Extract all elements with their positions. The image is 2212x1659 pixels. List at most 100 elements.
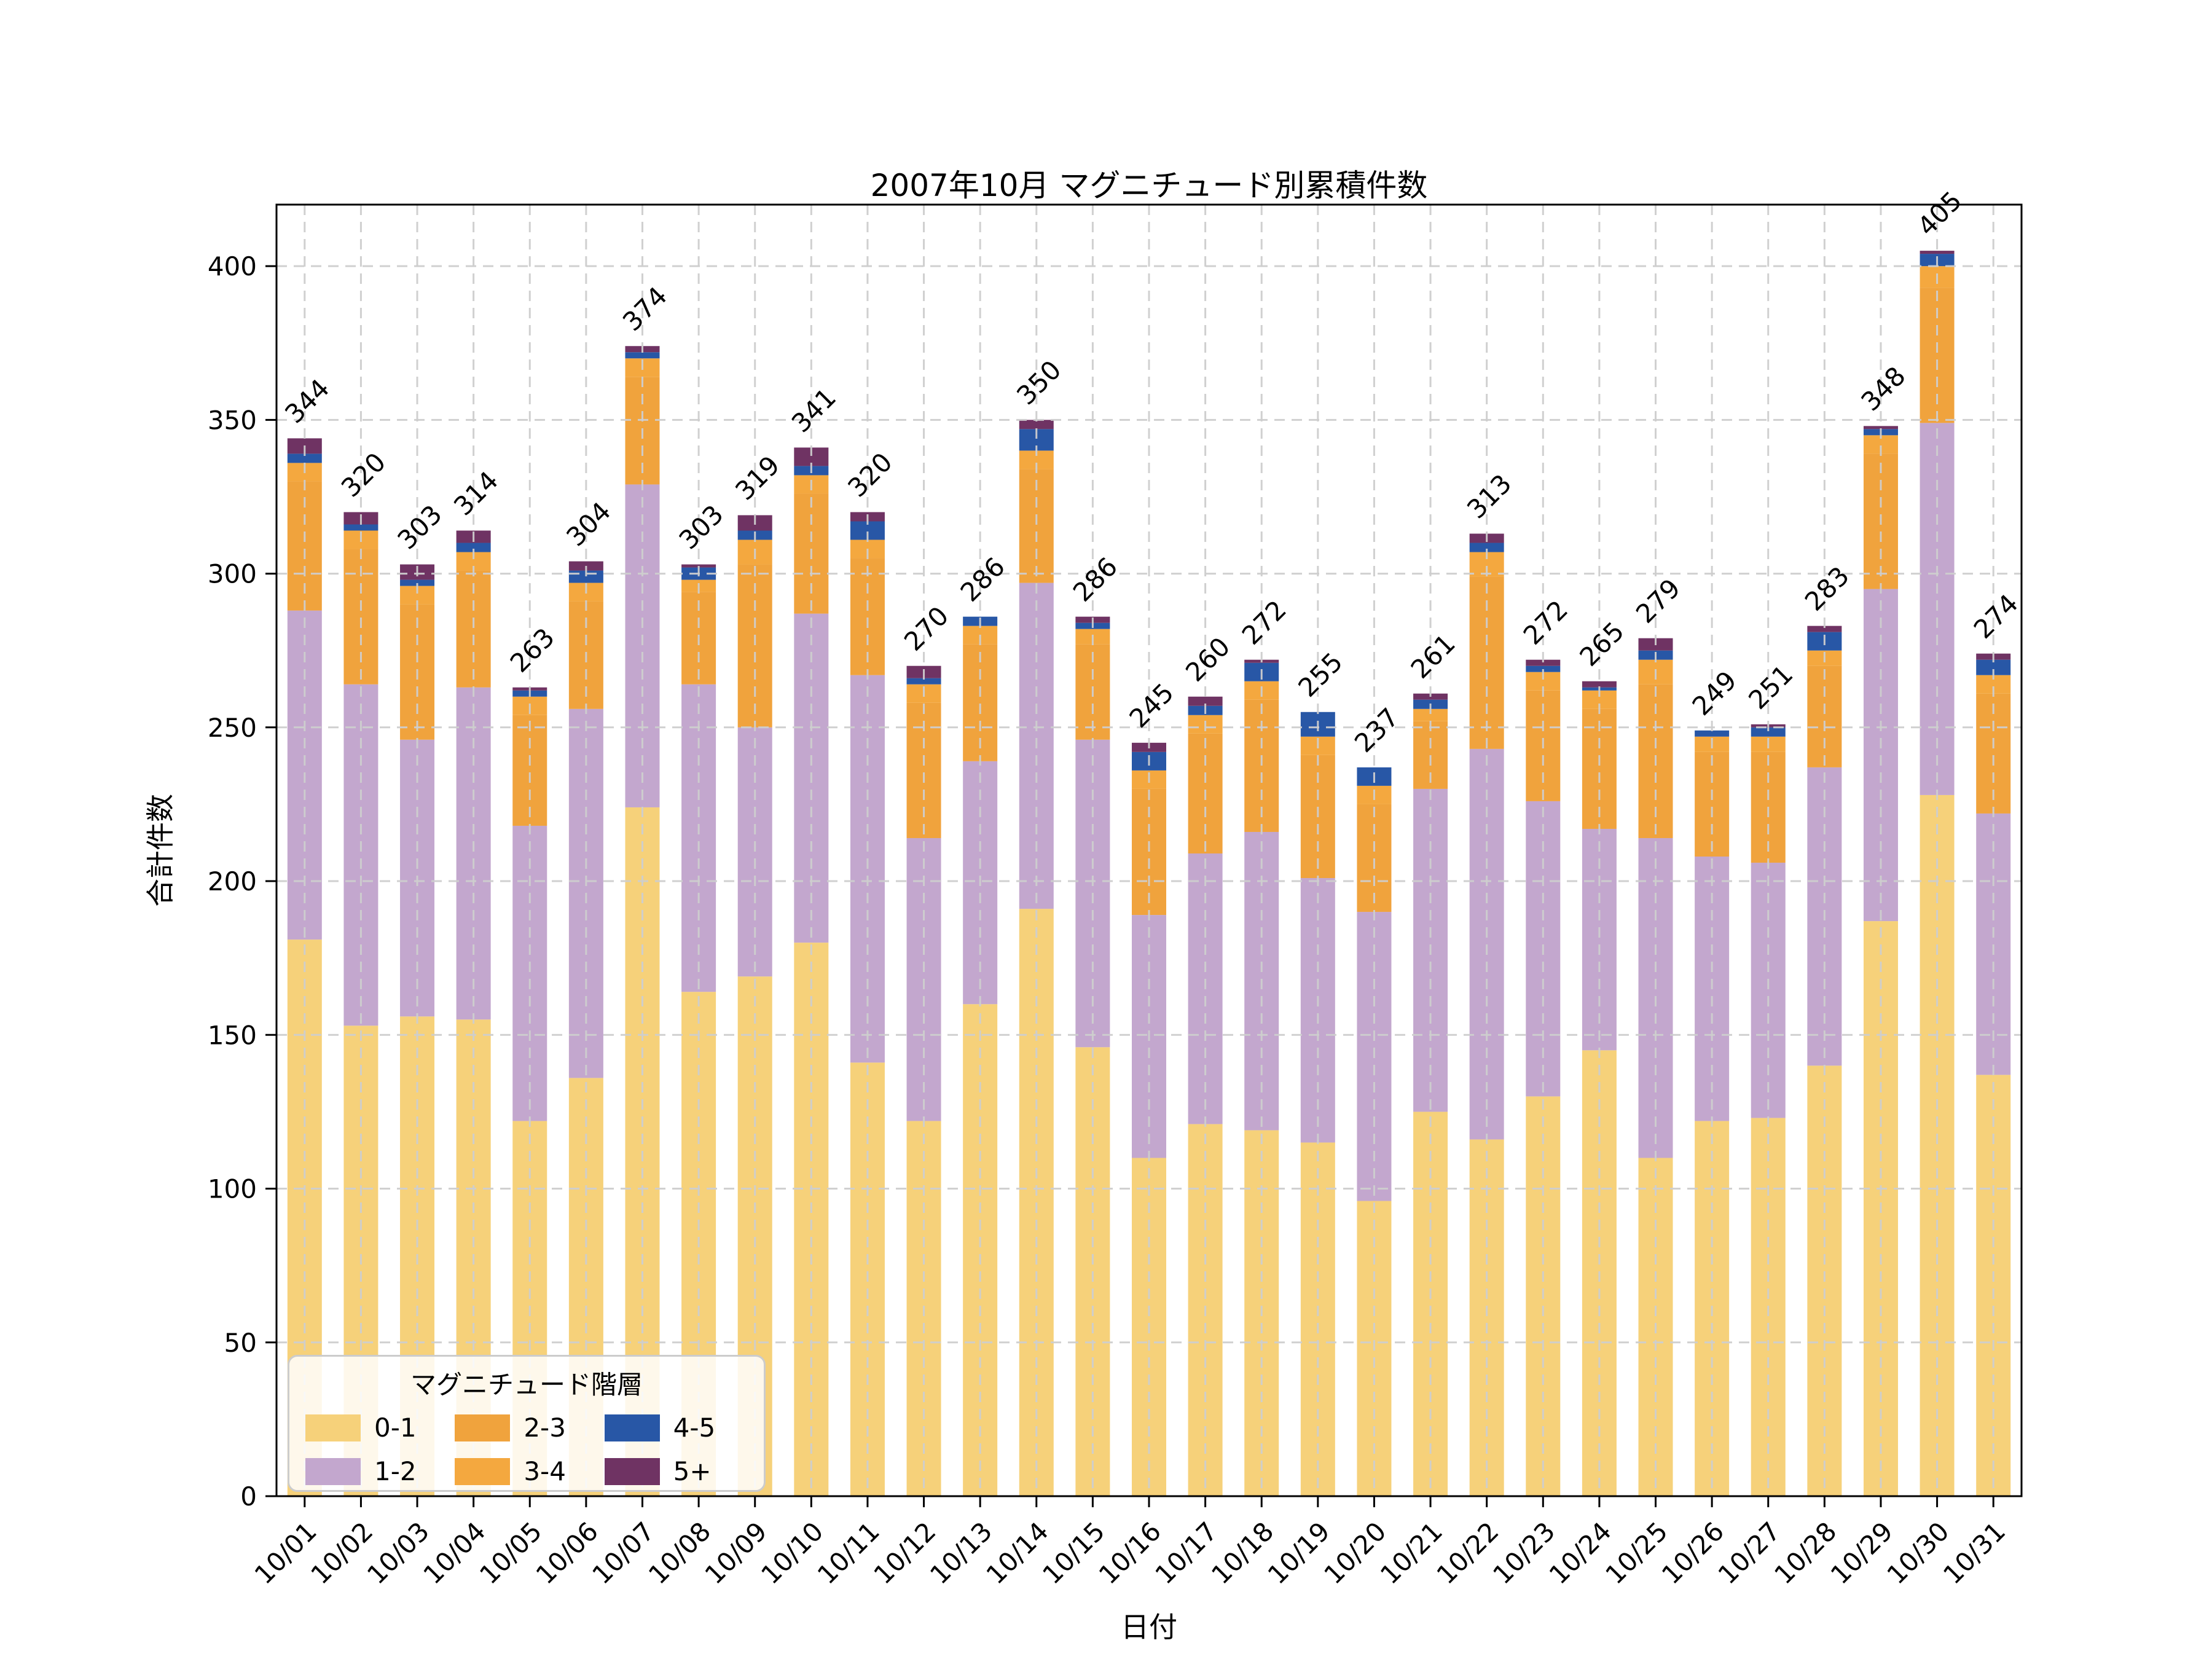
bar-segment [1807, 665, 1842, 767]
x-tick-label: 10/13 [924, 1516, 998, 1590]
bar-total-label: 245 [1123, 678, 1179, 734]
y-tick-label: 0 [240, 1481, 257, 1512]
bar-segment [1469, 1139, 1504, 1496]
bar-total-label: 261 [1405, 628, 1461, 684]
bar-total-label: 237 [1349, 702, 1405, 758]
x-tick-label: 10/06 [530, 1516, 604, 1590]
bar-segment [1751, 863, 1786, 1118]
bar-total-label: 286 [1067, 551, 1123, 607]
x-tick-label: 10/04 [417, 1516, 491, 1590]
bar-total-label: 263 [504, 622, 560, 678]
legend-grid: 0-1 1-2 2-3 3-4 4-5 5+ [305, 1410, 748, 1489]
bar-segment [1751, 727, 1786, 737]
legend-item-label: 3-4 [524, 1456, 566, 1486]
x-tick-label: 10/18 [1206, 1516, 1279, 1590]
bar-segment [1300, 878, 1335, 1143]
x-tick-label: 10/11 [812, 1516, 885, 1590]
bar-total-label: 274 [1968, 588, 2024, 644]
legend-item: 3-4 [455, 1454, 598, 1489]
bar-segment [1300, 1142, 1335, 1496]
bar-total-label: 251 [1743, 659, 1798, 715]
bar-segment [963, 1004, 998, 1496]
x-tick-label: 10/14 [981, 1516, 1054, 1590]
bar-total-label: 272 [1236, 594, 1292, 650]
legend-swatch-0-1 [305, 1414, 361, 1441]
bar-segment [1976, 1075, 2011, 1496]
bar-total-label: 255 [1292, 647, 1348, 703]
bar-total-label: 348 [1855, 361, 1911, 417]
x-tick-label: 10/29 [1825, 1516, 1899, 1590]
bar-total-label: 286 [955, 551, 1011, 607]
bar-total-label: 341 [786, 382, 842, 438]
x-tick-label: 10/21 [1375, 1516, 1448, 1590]
legend-item-label: 4-5 [673, 1412, 716, 1443]
x-tick-label: 10/03 [361, 1516, 435, 1590]
bar-total-label: 374 [617, 281, 673, 337]
bar-total-label: 319 [729, 450, 785, 506]
bar-total-label: 303 [673, 499, 729, 555]
bar-total-label: 249 [1687, 665, 1743, 721]
x-tick-label: 10/23 [1487, 1516, 1561, 1590]
bar-segment [1695, 730, 1730, 737]
bar-segment [1526, 659, 1561, 666]
x-tick-label: 10/24 [1543, 1516, 1617, 1590]
bar-total-label: 350 [1011, 355, 1067, 410]
y-tick-label: 150 [208, 1020, 257, 1050]
y-tick-label: 250 [208, 713, 257, 743]
legend-item-label: 2-3 [524, 1412, 566, 1443]
bar-segment [400, 579, 435, 586]
bar-segment [1413, 708, 1448, 721]
y-tick-label: 300 [208, 559, 257, 589]
legend-swatch-4-5 [604, 1414, 660, 1441]
bar-segment [1695, 751, 1730, 857]
legend-swatch-1-2 [305, 1457, 361, 1485]
x-tick-label: 10/15 [1037, 1516, 1110, 1590]
bar-segment [625, 352, 660, 359]
x-tick-label: 10/25 [1599, 1516, 1673, 1590]
bar-total-label: 405 [1912, 186, 1967, 241]
x-tick-label: 10/20 [1318, 1516, 1392, 1590]
bar-total-label: 279 [1630, 573, 1686, 629]
legend-item: 1-2 [305, 1454, 449, 1489]
x-tick-label: 10/10 [755, 1516, 829, 1590]
bar-segment [287, 453, 322, 463]
x-tick-label: 10/09 [699, 1516, 773, 1590]
x-tick-label: 10/16 [1093, 1516, 1167, 1590]
bar-segment [1019, 420, 1054, 429]
bar-total-label: 270 [898, 600, 954, 656]
y-tick-label: 400 [208, 251, 257, 281]
y-axis-label: 合計件数 [144, 794, 177, 907]
legend-item: 0-1 [305, 1410, 449, 1445]
bar-segment [1863, 426, 1898, 429]
y-tick-label: 350 [208, 405, 257, 435]
legend-item-label: 5+ [673, 1456, 712, 1486]
bar-segment [1469, 543, 1504, 552]
x-tick-label: 10/12 [868, 1516, 941, 1590]
x-tick-label: 10/02 [305, 1516, 378, 1590]
bar-segment [1188, 696, 1223, 706]
legend-item: 2-3 [455, 1410, 598, 1445]
legend-box: マグニチュード階層 0-1 1-2 2-3 3-4 4-5 5+ [288, 1355, 766, 1492]
x-tick-label: 10/22 [1431, 1516, 1505, 1590]
legend-swatch-5+ [604, 1457, 660, 1485]
bar-segment [343, 524, 378, 531]
x-tick-label: 10/05 [474, 1516, 547, 1590]
bar-segment [1582, 681, 1617, 688]
x-tick-label: 10/07 [586, 1516, 660, 1590]
chart-title: 2007年10月 マグニチュード別累積件数 [870, 168, 1428, 203]
x-tick-label: 10/28 [1768, 1516, 1842, 1590]
bar-total-label: 314 [448, 465, 504, 521]
legend-item: 5+ [604, 1454, 748, 1489]
y-tick-label: 100 [208, 1174, 257, 1204]
bar-total-label: 344 [279, 373, 335, 429]
x-tick-label: 10/30 [1881, 1516, 1955, 1590]
legend-item-label: 0-1 [374, 1412, 417, 1443]
bar-total-label: 304 [560, 496, 616, 552]
bar-total-label: 303 [391, 499, 447, 555]
y-tick-label: 200 [208, 866, 257, 896]
legend-item-label: 1-2 [374, 1456, 417, 1486]
bar-segment [456, 543, 491, 552]
legend-swatch-3-4 [455, 1457, 511, 1485]
legend-title: マグニチュード階層 [410, 1370, 643, 1400]
bar-total-label: 320 [842, 447, 898, 503]
